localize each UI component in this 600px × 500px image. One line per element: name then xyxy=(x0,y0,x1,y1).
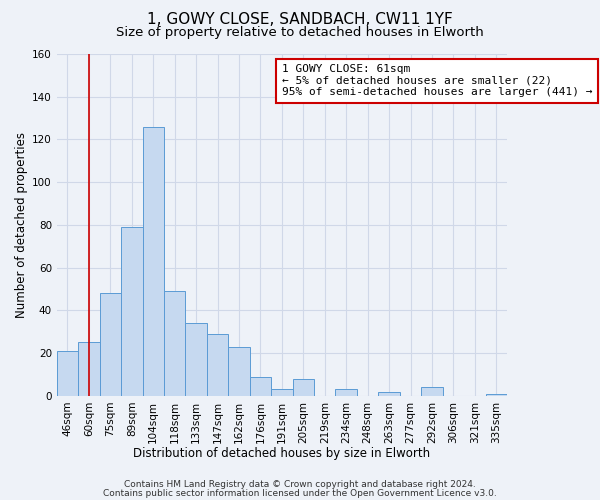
Bar xyxy=(335,390,357,396)
Bar xyxy=(100,294,121,396)
Text: Size of property relative to detached houses in Elworth: Size of property relative to detached ho… xyxy=(116,26,484,39)
Bar xyxy=(421,388,443,396)
Bar xyxy=(250,376,271,396)
Bar xyxy=(143,126,164,396)
Bar xyxy=(271,390,293,396)
Text: 1, GOWY CLOSE, SANDBACH, CW11 1YF: 1, GOWY CLOSE, SANDBACH, CW11 1YF xyxy=(147,12,453,28)
X-axis label: Distribution of detached houses by size in Elworth: Distribution of detached houses by size … xyxy=(133,447,430,460)
Bar xyxy=(379,392,400,396)
Bar xyxy=(57,351,78,396)
Bar xyxy=(164,291,185,396)
Text: Contains HM Land Registry data © Crown copyright and database right 2024.: Contains HM Land Registry data © Crown c… xyxy=(124,480,476,489)
Y-axis label: Number of detached properties: Number of detached properties xyxy=(15,132,28,318)
Bar xyxy=(293,379,314,396)
Bar xyxy=(485,394,507,396)
Bar xyxy=(228,346,250,396)
Text: Contains public sector information licensed under the Open Government Licence v3: Contains public sector information licen… xyxy=(103,488,497,498)
Bar xyxy=(78,342,100,396)
Bar xyxy=(207,334,228,396)
Bar xyxy=(185,323,207,396)
Bar xyxy=(121,227,143,396)
Text: 1 GOWY CLOSE: 61sqm
← 5% of detached houses are smaller (22)
95% of semi-detache: 1 GOWY CLOSE: 61sqm ← 5% of detached hou… xyxy=(282,64,592,98)
